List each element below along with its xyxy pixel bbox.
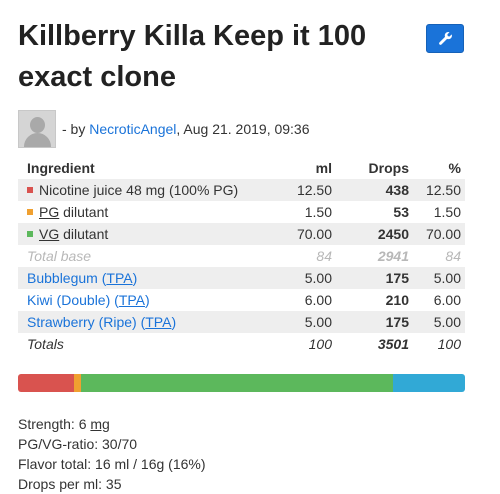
flavor-percent: 5.00 [409,311,465,333]
totals-label: Totals [27,336,64,352]
totals-drops: 3501 [377,336,409,352]
ingredient-name: dilutant [59,204,109,220]
table-header-row: Ingredient ml Drops % [18,157,465,179]
flavor-close: ) [132,270,138,286]
table-row-total-base: Total base 84 2941 84 [18,245,465,267]
vendor-abbr: TPA [106,270,133,286]
flavor-name: Kiwi (Double) ( [27,292,119,308]
vg-abbr: VG [39,226,60,242]
header-ingredient: Ingredient [27,160,95,176]
ingredient-percent: 12.50 [409,179,465,201]
ingredient-drops: 438 [332,179,409,201]
flavor-ml: 6.00 [304,292,332,308]
flavor-link-kiwi[interactable]: Kiwi (Double) (TPA) [27,292,150,308]
flavor-close: ) [145,292,150,308]
flavor-percent: 5.00 [409,267,465,289]
flavor-total-stat: Flavor total: 16 ml / 16g (16%) [18,456,206,472]
vendor-abbr: TPA [145,314,172,330]
header-ml: ml [315,160,332,176]
total-base-ml: 84 [316,248,332,264]
strength-stat: Strength: 6 mg [18,414,206,434]
ingredient-percent: 1.50 [433,204,461,220]
edit-recipe-button[interactable] [426,24,464,53]
table-row-flavor: Bubblegum (TPA) 5.00 175 5.00 [18,267,465,289]
composition-segment-flavors [393,374,465,392]
pg-abbr: PG [39,204,60,220]
vendor-abbr: TPA [118,292,146,308]
table-row-flavor: Strawberry (Ripe) (TPA) 5.00 175 5.00 [18,311,465,333]
total-base-percent: 84 [445,248,461,264]
ingredient-percent: 70.00 [409,223,465,245]
avatar-head-shape [30,117,45,133]
pg-swatch [27,209,33,216]
vg-swatch [27,231,33,238]
recipe-title: Killberry Killa Keep it 100 exact clone [18,20,367,93]
wrench-icon [438,31,452,45]
composition-bar [18,374,465,392]
table-row-pg: PG dilutant 1.50 53 1.50 [18,201,465,223]
flavor-name: Bubblegum ( [27,270,107,286]
avatar-body-shape [24,133,51,147]
pgvg-stat: PG/VG-ratio: 30/70 [18,436,138,452]
composition-segment-vg [80,374,394,392]
author-avatar[interactable] [18,110,56,148]
nicotine-swatch [27,187,33,194]
ingredient-drops: 53 [393,204,409,220]
flavor-close: ) [171,314,177,330]
ingredient-table: Ingredient ml Drops % Nicotine juice 48 … [18,157,465,355]
drops-per-ml-stat: Drops per ml: 35 [18,476,122,492]
flavor-link-strawberry[interactable]: Strawberry (Ripe) (TPA) [27,314,176,330]
table-row-nicotine: Nicotine juice 48 mg (100% PG) 12.50 438… [18,179,465,201]
table-row-totals: Totals 100 3501 100 [18,333,465,355]
recipe-date: , Aug 21. 2019, 09:36 [176,121,310,137]
ingredient-name: dilutant [59,226,109,242]
strength-unit: mg [90,416,110,432]
strength-label: Strength: 6 [18,416,91,432]
composition-segment-nicotine [18,374,74,392]
table-row-flavor: Kiwi (Double) (TPA) 6.00 210 6.00 [18,289,465,311]
flavor-drops: 175 [332,267,409,289]
flavor-ml: 5.00 [270,267,332,289]
header-percent: % [448,160,461,176]
totals-percent: 100 [437,336,461,352]
totals-ml: 100 [308,336,332,352]
recipe-stats: Strength: 6 mg PG/VG-ratio: 30/70 Flavor… [18,414,206,494]
flavor-percent: 6.00 [433,292,461,308]
total-base-label: Total base [27,248,92,264]
ingredient-drops: 2450 [332,223,409,245]
author-link[interactable]: NecroticAngel [89,121,177,137]
flavor-ml: 5.00 [270,311,332,333]
composition-segment-pg [73,374,81,392]
flavor-name: Strawberry (Ripe) ( [27,314,146,330]
ingredient-name: Nicotine juice 48 mg (100% PG) [39,182,239,198]
flavor-link-bubblegum[interactable]: Bubblegum (TPA) [27,270,137,286]
ingredient-ml: 70.00 [270,223,332,245]
byline-prefix: - by [62,121,86,137]
total-base-drops: 2941 [377,248,409,264]
table-row-vg: VG dilutant 70.00 2450 70.00 [18,223,465,245]
ingredient-ml: 12.50 [270,179,332,201]
header-drops: Drops [368,160,409,176]
ingredient-ml: 1.50 [304,204,332,220]
flavor-drops: 210 [385,292,409,308]
flavor-drops: 175 [332,311,409,333]
recipe-byline: - by NecroticAngel, Aug 21. 2019, 09:36 [18,109,310,149]
